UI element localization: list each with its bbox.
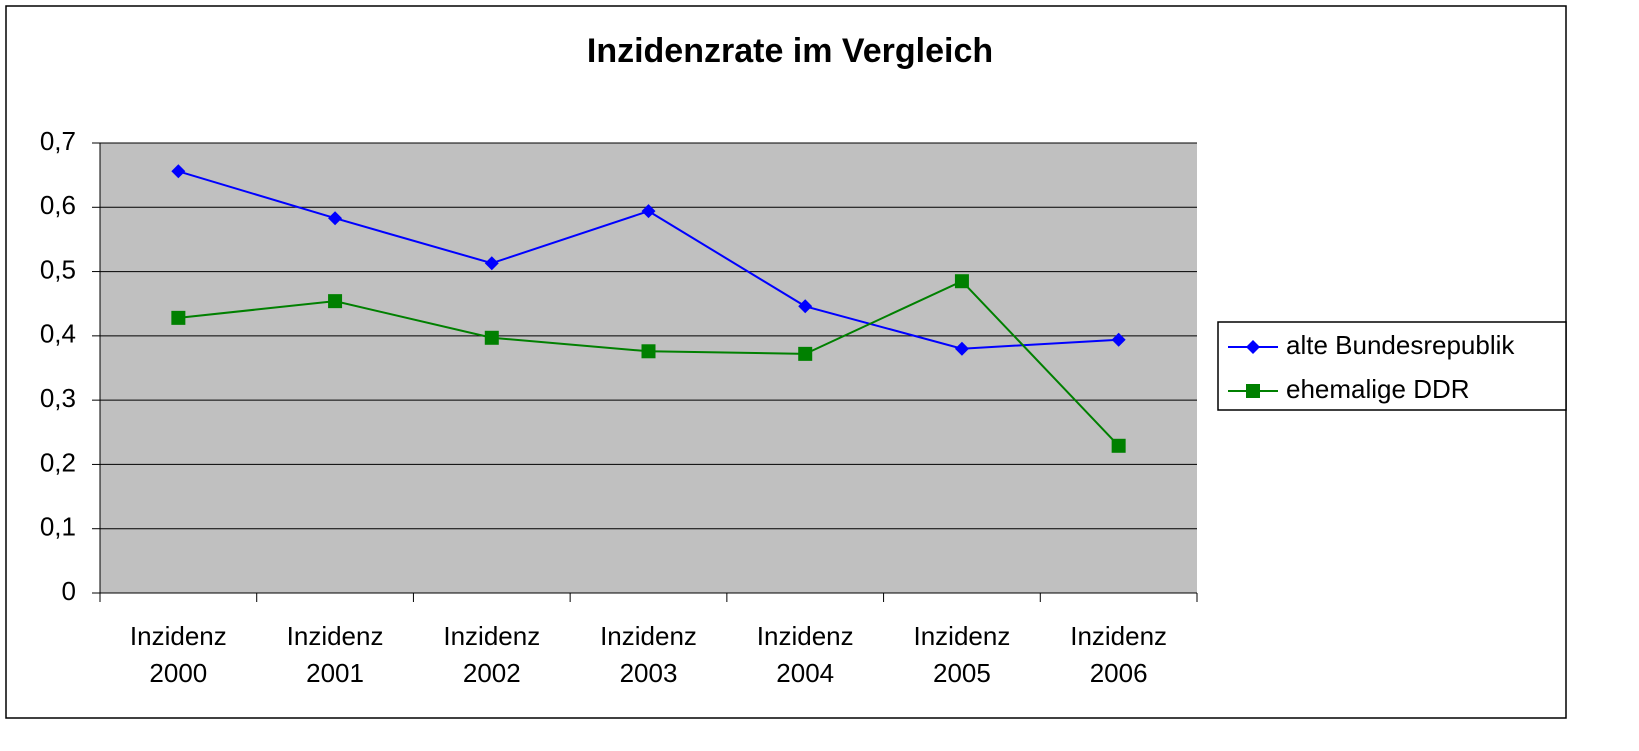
x-tick-label: Inzidenz 2001	[286, 621, 384, 688]
x-tick-label: Inzidenz 2002	[443, 621, 541, 688]
y-tick-label: 0,4	[40, 319, 76, 349]
marker	[484, 330, 499, 345]
y-tick-label: 0,3	[40, 383, 76, 413]
x-tick-label: Inzidenz 2000	[129, 621, 227, 688]
y-tick-label: 0	[62, 576, 76, 606]
x-tick-label: Inzidenz 2004	[756, 621, 854, 688]
marker	[328, 211, 343, 226]
marker	[954, 341, 969, 356]
x-tick-label: Inzidenz 2006	[1070, 621, 1168, 688]
y-tick-label: 0,5	[40, 254, 76, 284]
legend-label: alte Bundesrepublik	[1286, 330, 1515, 360]
marker	[641, 204, 656, 219]
marker	[1111, 438, 1126, 453]
marker	[954, 274, 969, 289]
marker	[171, 310, 186, 325]
marker	[1111, 332, 1126, 347]
marker	[1246, 340, 1260, 354]
marker	[798, 299, 813, 314]
marker	[328, 294, 343, 309]
x-tick-label: Inzidenz 2005	[913, 621, 1011, 688]
y-tick-label: 0,7	[40, 126, 76, 156]
marker	[484, 256, 499, 271]
marker	[798, 346, 813, 361]
chart-title: Inzidenzrate im Vergleich	[587, 32, 993, 70]
y-tick-label: 0,6	[40, 190, 76, 220]
marker	[641, 344, 656, 359]
x-tick-label: Inzidenz 2003	[600, 621, 697, 688]
legend-label: ehemalige DDR	[1286, 374, 1470, 404]
marker	[171, 164, 186, 179]
marker	[1246, 384, 1260, 398]
legend-box	[1217, 321, 1567, 411]
y-tick-label: 0,2	[40, 447, 76, 477]
y-tick-label: 0,1	[40, 512, 76, 542]
